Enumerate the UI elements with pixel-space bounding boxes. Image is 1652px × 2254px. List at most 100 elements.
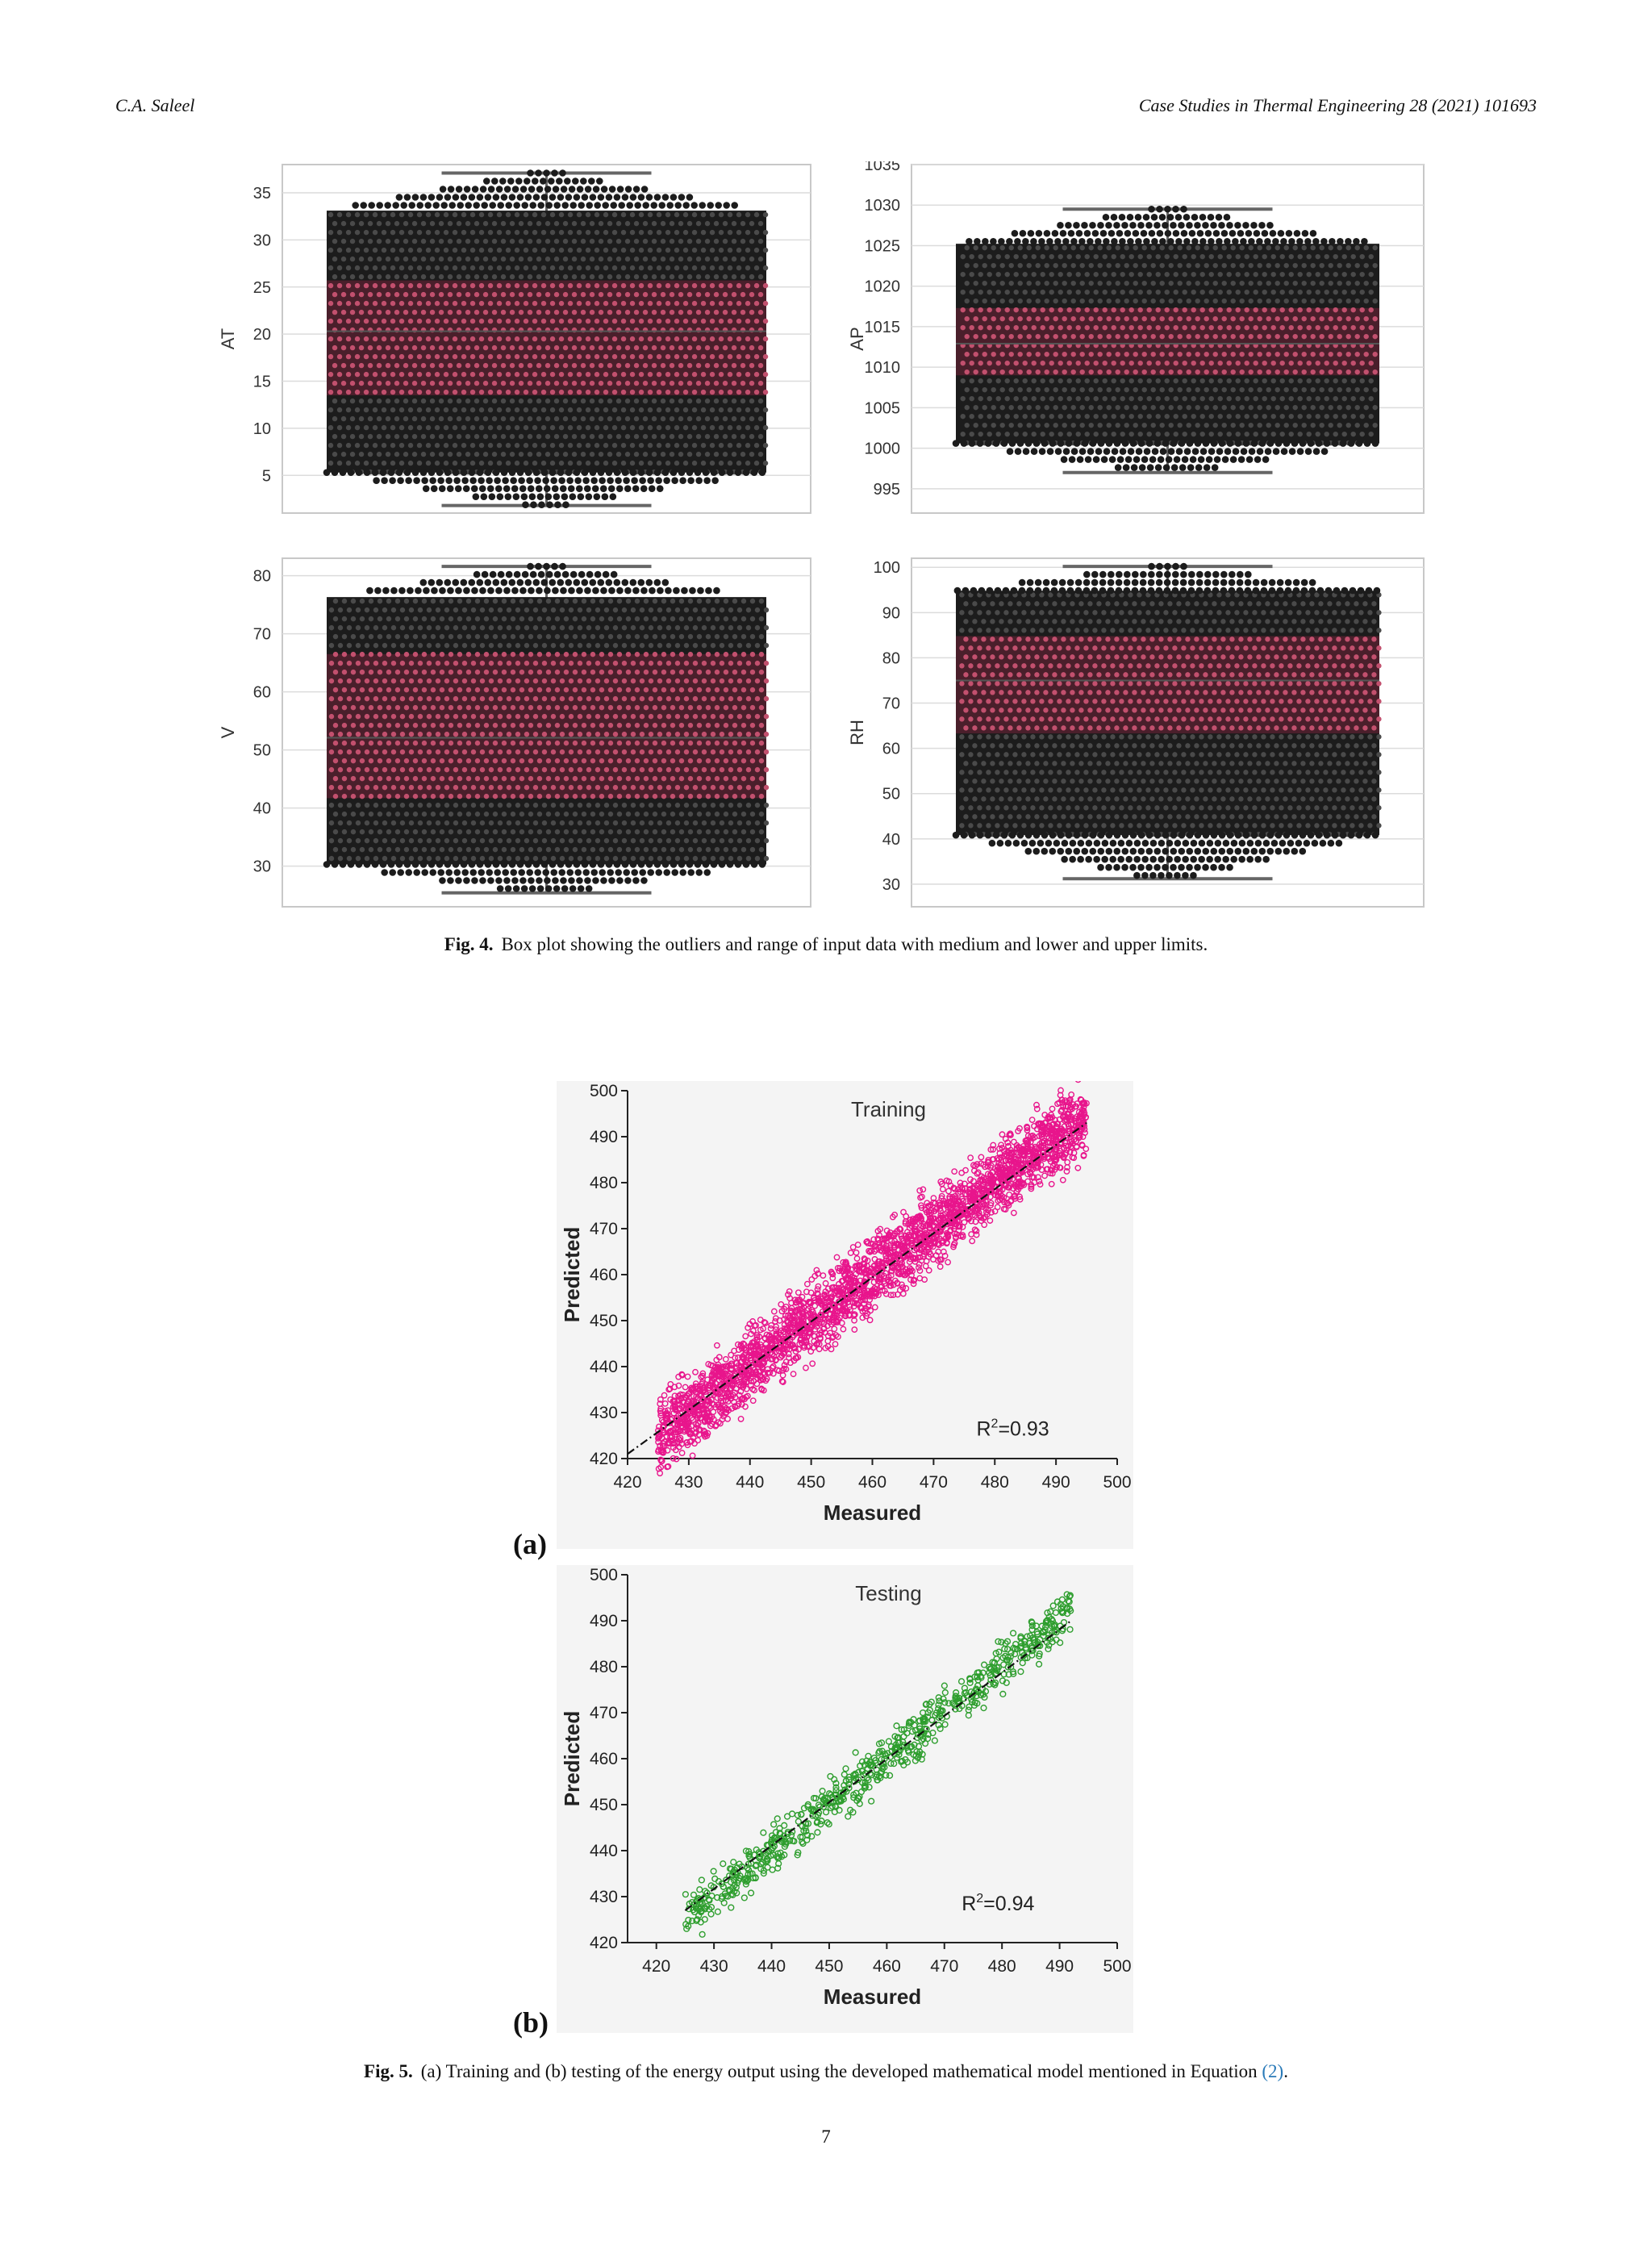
swarm-dot bbox=[701, 749, 707, 755]
swarm-dot bbox=[651, 238, 657, 244]
swarm-dot bbox=[394, 846, 401, 853]
swarm-dot bbox=[1244, 360, 1249, 366]
swarm-dot bbox=[515, 784, 521, 791]
swarm-dot bbox=[439, 740, 445, 746]
swarm-dot bbox=[448, 598, 454, 604]
swarm-dot bbox=[1106, 315, 1112, 322]
swarm-dot bbox=[652, 829, 658, 835]
swarm-dot bbox=[615, 256, 622, 262]
swarm-dot bbox=[612, 607, 619, 613]
swarm-dot bbox=[969, 360, 974, 366]
swarm-dot bbox=[621, 749, 628, 755]
swarm-dot bbox=[728, 678, 734, 684]
swarm-dot bbox=[553, 238, 560, 244]
swarm-dot bbox=[426, 713, 432, 720]
swarm-dot bbox=[495, 186, 503, 193]
swarm-dot bbox=[1205, 456, 1213, 463]
swarm-dot bbox=[683, 642, 690, 649]
swarm-dot bbox=[545, 811, 552, 817]
swarm-dot bbox=[625, 687, 632, 693]
swarm-dot bbox=[528, 722, 534, 728]
swarm-dot bbox=[691, 229, 698, 236]
swarm-dot bbox=[438, 273, 444, 280]
swarm-dot bbox=[630, 766, 636, 773]
swarm-dot bbox=[1097, 404, 1103, 411]
swarm-dot bbox=[710, 861, 718, 868]
swarm-dot bbox=[1372, 369, 1378, 375]
swarm-dot bbox=[665, 642, 672, 649]
swarm-dot bbox=[1319, 369, 1325, 375]
swarm-dot bbox=[713, 380, 720, 386]
swarm-dot bbox=[506, 624, 512, 631]
swarm-dot bbox=[740, 415, 746, 422]
swarm-dot bbox=[510, 758, 516, 764]
swarm-dot bbox=[642, 362, 649, 369]
swarm-dot bbox=[1350, 413, 1356, 419]
swarm-dot bbox=[749, 758, 756, 764]
swarm-dot bbox=[966, 237, 973, 245]
swarm-dot bbox=[1004, 378, 1010, 384]
swarm-dot bbox=[387, 469, 395, 476]
swarm-dot bbox=[549, 336, 556, 342]
swarm-dot bbox=[740, 669, 747, 675]
swarm-dot bbox=[553, 493, 561, 500]
swarm-dot bbox=[982, 262, 987, 269]
swarm-dot bbox=[390, 731, 397, 737]
swarm-dot bbox=[757, 309, 764, 315]
swarm-dot bbox=[1226, 378, 1232, 384]
swarm-dot bbox=[586, 660, 592, 666]
swarm-dot bbox=[447, 362, 453, 369]
swarm-dot bbox=[762, 389, 769, 395]
swarm-dot bbox=[381, 371, 387, 378]
swarm-dot bbox=[647, 442, 653, 449]
swarm-dot bbox=[327, 211, 334, 218]
swarm-dot bbox=[1359, 413, 1365, 419]
swarm-dot bbox=[421, 758, 428, 764]
swarm-dot bbox=[633, 415, 640, 422]
swarm-dot bbox=[671, 869, 679, 876]
swarm-dot bbox=[394, 256, 400, 262]
swarm-dot bbox=[1306, 307, 1312, 313]
swarm-dot bbox=[457, 846, 463, 853]
swarm-dot bbox=[736, 389, 742, 395]
swarm-dot bbox=[705, 793, 711, 799]
swarm-dot bbox=[563, 793, 569, 799]
swarm-dot bbox=[1204, 315, 1209, 322]
swarm-dot bbox=[407, 389, 414, 395]
swarm-dot bbox=[571, 398, 578, 404]
swarm-dot bbox=[669, 309, 675, 315]
swarm-dot bbox=[367, 415, 373, 422]
swarm-dot bbox=[1141, 456, 1149, 463]
swarm-dot bbox=[528, 811, 534, 817]
swarm-dot bbox=[1244, 431, 1249, 437]
swarm-dot bbox=[394, 687, 401, 693]
y-tick-label: 30 bbox=[882, 876, 900, 894]
swarm-dot bbox=[540, 194, 549, 201]
swarm-dot bbox=[1062, 262, 1067, 269]
swarm-dot bbox=[540, 318, 547, 324]
swarm-dot bbox=[615, 433, 622, 440]
swarm-dot bbox=[1319, 404, 1325, 411]
swarm-dot bbox=[1084, 413, 1090, 419]
swarm-dot bbox=[399, 660, 406, 666]
swarm-dot bbox=[368, 202, 375, 209]
swarm-dot bbox=[1044, 262, 1049, 269]
swarm-dot bbox=[691, 371, 698, 378]
swarm-dot bbox=[550, 749, 557, 755]
swarm-dot bbox=[488, 855, 494, 862]
swarm-dot bbox=[718, 247, 724, 253]
swarm-dot bbox=[714, 704, 720, 711]
swarm-dot bbox=[1191, 324, 1196, 331]
swarm-dot bbox=[1013, 307, 1019, 313]
swarm-dot bbox=[569, 202, 577, 209]
swarm-dot bbox=[550, 784, 557, 791]
swarm-dot bbox=[1095, 448, 1103, 455]
swarm-dot bbox=[1257, 386, 1262, 393]
swarm-dot bbox=[354, 300, 361, 307]
swarm-dot bbox=[1062, 422, 1067, 428]
swarm-dot bbox=[373, 624, 379, 631]
swarm-dot bbox=[1120, 413, 1125, 419]
swarm-dot bbox=[1017, 280, 1023, 286]
swarm-dot bbox=[407, 371, 414, 378]
swarm-dot bbox=[496, 229, 503, 236]
